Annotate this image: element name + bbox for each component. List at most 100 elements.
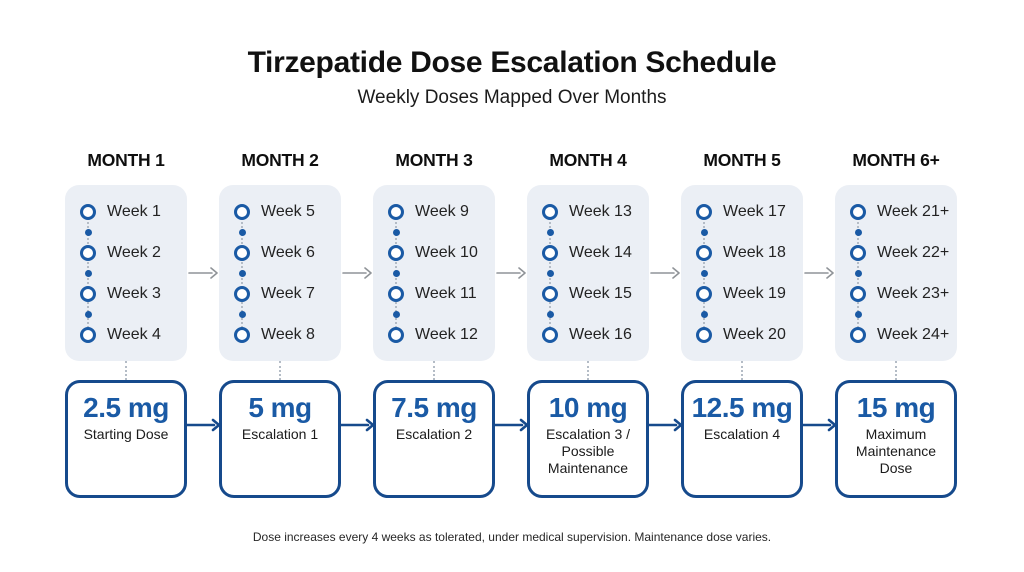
- week-label: Week 13: [569, 202, 632, 220]
- week-row: Week 3: [65, 273, 187, 314]
- week-marker-icon: [696, 244, 712, 261]
- dose-label: Escalation 4: [703, 426, 781, 442]
- dose-label: Escalation 2: [395, 426, 473, 442]
- dose-arrow-right-icon: [801, 416, 837, 434]
- timeline-dot-icon: [701, 229, 708, 236]
- week-label: Week 17: [723, 202, 786, 220]
- dose-value: 7.5 mg: [391, 392, 477, 423]
- week-card: Week 21+ Week 22+ Week 23+ Week 24+: [835, 185, 957, 361]
- week-row: Week 8: [219, 314, 341, 355]
- week-row: Week 7: [219, 273, 341, 314]
- week-label: Week 20: [723, 325, 786, 343]
- week-row: Week 4: [65, 314, 187, 355]
- week-marker-icon: [542, 203, 558, 220]
- timeline-dot-icon: [855, 229, 862, 236]
- title-block: Tirzepatide Dose Escalation Schedule Wee…: [0, 46, 1024, 109]
- week-label: Week 11: [415, 284, 477, 302]
- week-marker-icon: [542, 244, 558, 261]
- timeline-dot-icon: [547, 229, 554, 236]
- dose-value: 5 mg: [248, 392, 312, 423]
- month-header: MONTH 5: [703, 150, 781, 170]
- week-marker-icon: [388, 285, 404, 302]
- dose-box: 5 mg Escalation 1: [219, 380, 341, 498]
- week-row: Week 16: [527, 314, 649, 355]
- month-arrow-right-icon: [650, 266, 680, 280]
- week-marker-icon: [80, 203, 96, 220]
- dose-box: 2.5 mg Starting Dose: [65, 380, 187, 498]
- week-row: Week 12: [373, 314, 495, 355]
- week-label: Week 1: [107, 202, 161, 220]
- timeline-dot-icon: [855, 311, 862, 318]
- dose-box: 10 mg Escalation 3 / Possible Maintenance: [527, 380, 649, 498]
- week-label: Week 6: [261, 243, 315, 261]
- week-row: Week 17: [681, 191, 803, 232]
- timeline-dot-icon: [239, 311, 246, 318]
- card-to-box-connector-icon: [433, 361, 435, 380]
- week-row: Week 19: [681, 273, 803, 314]
- dose-value: 15 mg: [856, 392, 936, 423]
- week-marker-icon: [234, 203, 250, 220]
- timeline-dot-icon: [239, 270, 246, 277]
- week-card: Week 17 Week 18 Week 19 Week 20: [681, 185, 803, 361]
- dose-box: 12.5 mg Escalation 4: [681, 380, 803, 498]
- week-marker-icon: [80, 326, 96, 343]
- week-row: Week 11: [373, 273, 495, 314]
- month-header: MONTH 4: [549, 150, 627, 170]
- week-label: Week 3: [107, 284, 161, 302]
- timeline-dot-icon: [85, 270, 92, 277]
- week-row: Week 2: [65, 232, 187, 273]
- timeline-dot-icon: [547, 311, 554, 318]
- week-marker-icon: [80, 244, 96, 261]
- week-marker-icon: [388, 203, 404, 220]
- timeline-dot-icon: [393, 311, 400, 318]
- dose-label: Escalation 3 / Possible Maintenance: [545, 426, 631, 476]
- week-row: Week 14: [527, 232, 649, 273]
- month-header: MONTH 3: [395, 150, 473, 170]
- dose-value: 12.5 mg: [691, 392, 793, 423]
- dose-label: Starting Dose: [83, 426, 169, 442]
- timeline-dot-icon: [701, 311, 708, 318]
- week-label: Week 14: [569, 243, 632, 261]
- week-label: Week 12: [415, 325, 478, 343]
- week-row: Week 21+: [835, 191, 957, 232]
- week-row: Week 18: [681, 232, 803, 273]
- week-card: Week 9 Week 10 Week 11 Week 12: [373, 185, 495, 361]
- week-label: Week 16: [569, 325, 632, 343]
- timeline-dot-icon: [701, 270, 708, 277]
- timeline-dot-icon: [85, 229, 92, 236]
- card-to-box-connector-icon: [587, 361, 589, 380]
- timeline-dot-icon: [393, 229, 400, 236]
- week-marker-icon: [850, 285, 866, 302]
- footer-note: Dose increases every 4 weeks as tolerate…: [252, 530, 772, 544]
- month-arrow-right-icon: [496, 266, 526, 280]
- week-row: Week 24+: [835, 314, 957, 355]
- week-label: Week 4: [107, 325, 161, 343]
- week-label: Week 19: [723, 284, 786, 302]
- page-title: Tirzepatide Dose Escalation Schedule: [247, 46, 777, 79]
- week-label: Week 9: [415, 202, 469, 220]
- timeline-dot-icon: [547, 270, 554, 277]
- timeline-dot-icon: [239, 229, 246, 236]
- month-arrow-right-icon: [188, 266, 218, 280]
- schedule-grid: MONTH 1 Week 1 Week 2 Week 3 Week 4 2.5 mg Sta…: [65, 150, 957, 498]
- timeline-dot-icon: [393, 270, 400, 277]
- week-label: Week 23+: [877, 284, 950, 302]
- dose-box: 7.5 mg Escalation 2: [373, 380, 495, 498]
- week-marker-icon: [850, 244, 866, 261]
- month-arrow-right-icon: [342, 266, 372, 280]
- month-header: MONTH 2: [241, 150, 319, 170]
- week-label: Week 10: [415, 243, 478, 261]
- card-to-box-connector-icon: [125, 361, 127, 380]
- dose-arrow-right-icon: [339, 416, 375, 434]
- week-marker-icon: [696, 326, 712, 343]
- dose-arrow-right-icon: [493, 416, 529, 434]
- timeline-dot-icon: [85, 311, 92, 318]
- week-marker-icon: [234, 244, 250, 261]
- week-marker-icon: [234, 285, 250, 302]
- week-marker-icon: [80, 285, 96, 302]
- week-marker-icon: [234, 326, 250, 343]
- week-row: Week 20: [681, 314, 803, 355]
- week-marker-icon: [850, 203, 866, 220]
- week-row: Week 10: [373, 232, 495, 273]
- week-marker-icon: [388, 244, 404, 261]
